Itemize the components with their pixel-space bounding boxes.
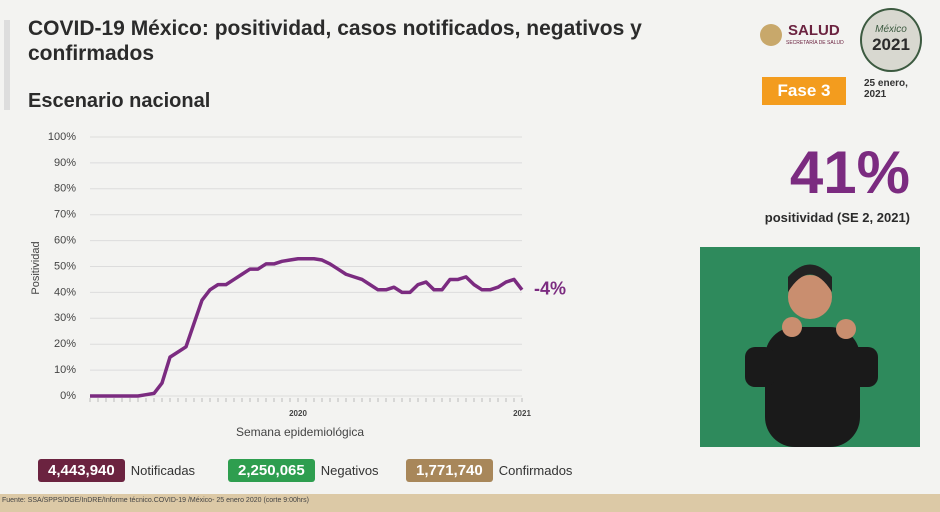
accent-bar	[4, 20, 10, 110]
title: COVID-19 México: positividad, casos noti…	[28, 17, 642, 65]
mexico-logo: México 2021	[860, 8, 922, 72]
y-tick-label: 70%	[54, 209, 76, 221]
summary-value: 1,771,740	[406, 459, 493, 482]
summary-label: Notificadas	[130, 463, 196, 478]
y-tick-label: 100%	[48, 131, 76, 143]
summary-label: Negativos	[320, 463, 379, 478]
y-tick-label: 50%	[54, 260, 76, 272]
salud-logo: SALUD	[788, 22, 840, 39]
footer-source: Fuente: SSA/SPPS/DGE/InDRE/Informe técni…	[0, 494, 940, 512]
y-tick-label: 0%	[60, 390, 76, 402]
y-tick-label: 10%	[54, 364, 76, 376]
hand	[782, 317, 802, 337]
subtitle: Escenario nacional	[28, 90, 211, 112]
summary-value: 2,250,065	[228, 459, 315, 482]
body	[765, 327, 860, 447]
y-tick-label: 40%	[54, 286, 76, 298]
summary-item: 4,443,940 Notificadas	[38, 459, 195, 483]
line	[90, 256, 524, 398]
hand	[836, 319, 856, 339]
date: 25 enero, 2021	[864, 78, 908, 100]
x-group-label: 2021	[513, 409, 531, 418]
y-tick-label: 30%	[54, 312, 76, 324]
x-axis-label: Semana epidemiológica	[236, 425, 364, 439]
summary-item: 1,771,740 Confirmados	[406, 459, 572, 483]
headline-value: 41%	[789, 139, 910, 206]
phase-badge: Fase 3	[762, 77, 846, 105]
y-tick-label: 80%	[54, 183, 76, 195]
y-tick-label: 60%	[54, 235, 76, 247]
summary-label: Confirmados	[498, 463, 573, 478]
arm	[848, 347, 878, 387]
logo-text: México	[875, 24, 907, 35]
y-tick-label: 20%	[54, 338, 76, 350]
y-axis-label: Positividad	[30, 241, 42, 294]
y-tick-label: 90%	[54, 157, 76, 169]
logo-year: 2021	[872, 35, 910, 54]
summary-item: 2,250,065 Negativos	[228, 459, 379, 483]
hair	[788, 264, 832, 292]
interpreter-video	[700, 247, 920, 447]
interpreter-figure	[745, 264, 878, 447]
head	[788, 275, 832, 319]
arm	[745, 347, 775, 387]
chart: Positividad Semana epidemiológica 0% 10% 2…	[30, 131, 566, 439]
x-group-label: 2020	[289, 409, 307, 418]
summary-value: 4,443,940	[38, 459, 125, 482]
headline-caption: positividad (SE 2, 2021)	[764, 210, 910, 225]
salud-sub: SECRETARÍA DE SALUD	[786, 40, 844, 46]
annotation: -4%	[534, 279, 566, 299]
salud-icon	[760, 24, 782, 46]
